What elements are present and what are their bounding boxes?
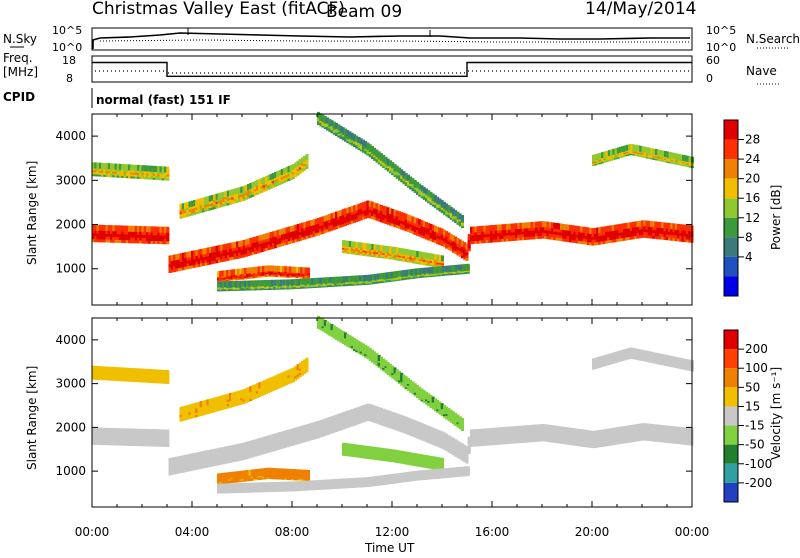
nsearch-trace: [100, 40, 690, 42]
echo-cell: [166, 227, 169, 233]
nave-label: Nave: [746, 64, 777, 78]
freq-tick-low: 8: [66, 72, 73, 85]
nsearch-label: N.Search: [746, 32, 800, 46]
station-title: Christmas Valley East (fitACF): [92, 0, 345, 19]
nave-tick-high: 60: [706, 54, 720, 67]
noise-tick-low-right: 10^0: [706, 41, 736, 54]
freq-unit-label: [MHz]: [3, 65, 38, 79]
beam-label: Beam 09: [326, 2, 402, 22]
date-label: 14/May/2014: [585, 0, 697, 19]
frequency-trace: [92, 63, 692, 77]
y-tick-label: 2000: [55, 218, 86, 232]
noise-tick-high-left: 10^5: [52, 24, 82, 37]
echo-cell: [307, 268, 310, 274]
nave-trace: [95, 71, 690, 73]
noise-tick-high-right: 10^5: [706, 24, 736, 37]
echo-cell: [461, 215, 464, 221]
mode-label: normal (fast) 151 IF: [96, 93, 231, 107]
nave-tick-low: 0: [706, 72, 713, 85]
echo-cell: [467, 264, 470, 270]
echo-cell: [166, 430, 169, 436]
echo-cell: [166, 370, 169, 376]
freq-tick-high: 18: [62, 54, 76, 67]
noise-panel: N.Sky 10^5 10^0 10^5 10^0 N.Search: [3, 24, 800, 54]
y-tick-label: 3000: [55, 173, 86, 187]
cpid-label: CPID: [3, 90, 35, 104]
freq-label: Freq.: [3, 51, 33, 65]
nsky-label: N.Sky: [3, 32, 37, 46]
echo-cell: [166, 167, 169, 173]
power-panel: 1000 2000 3000 4000: [55, 112, 694, 305]
y-tick-label: 4000: [55, 129, 86, 143]
echo-cell: [441, 255, 444, 261]
echo-cell: [306, 154, 309, 160]
frequency-panel: Freq. [MHz] 18 8 60 0 Nave: [3, 51, 780, 85]
noise-tick-low-left: 10^0: [52, 41, 82, 54]
y-tick-label: 1000: [55, 262, 86, 276]
